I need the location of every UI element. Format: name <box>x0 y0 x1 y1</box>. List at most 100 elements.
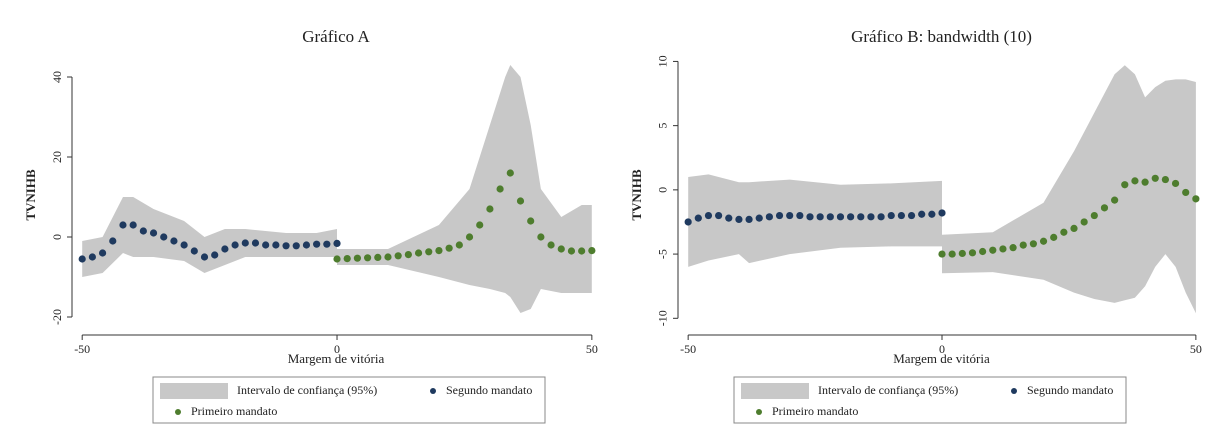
point <box>1161 175 1169 184</box>
confidence-band <box>337 65 592 313</box>
point <box>455 241 463 249</box>
legend-swatch <box>160 383 228 399</box>
point <box>149 229 158 237</box>
point <box>333 239 341 247</box>
point <box>374 253 382 261</box>
point <box>496 185 504 193</box>
point <box>755 214 763 222</box>
point <box>897 211 905 220</box>
confidence-band <box>942 65 1196 314</box>
x-tick-label: -50 <box>680 342 696 356</box>
point <box>1019 241 1027 249</box>
point <box>968 249 977 257</box>
point <box>343 255 351 263</box>
point <box>1070 224 1078 232</box>
point <box>180 241 188 249</box>
legend-label: Segundo mandato <box>1027 383 1113 397</box>
point <box>241 239 249 247</box>
point <box>694 214 702 222</box>
point <box>231 241 239 249</box>
point <box>211 251 219 259</box>
legend-swatch <box>756 409 762 415</box>
point <box>78 255 86 263</box>
point <box>302 241 311 249</box>
point <box>786 211 794 220</box>
point <box>353 254 362 262</box>
point <box>857 213 865 221</box>
point <box>578 247 586 255</box>
x-tick-label: 0 <box>939 342 945 356</box>
point <box>404 251 412 259</box>
point <box>765 213 773 221</box>
y-tick-label: -5 <box>656 249 670 259</box>
point <box>877 213 885 221</box>
y-tick-label: -10 <box>656 310 670 326</box>
point <box>796 211 804 220</box>
legend-label: Segundo mandato <box>446 383 532 397</box>
point <box>394 252 402 260</box>
y-tick-label: 10 <box>656 55 670 67</box>
point <box>938 209 946 217</box>
point <box>1009 244 1017 252</box>
legend-swatch <box>1011 388 1017 394</box>
point <box>1151 174 1159 182</box>
y-axis-title: TVNIHB <box>629 169 644 221</box>
point <box>190 247 198 255</box>
point <box>272 241 280 249</box>
point <box>715 211 723 220</box>
point <box>313 240 321 248</box>
point <box>363 254 372 262</box>
point <box>323 240 331 248</box>
x-tick-label: 50 <box>1190 342 1202 356</box>
point <box>887 211 895 220</box>
legend-swatch <box>430 388 436 394</box>
legend-label: Intervalo de confiança (95%) <box>237 383 377 397</box>
point <box>486 205 494 213</box>
point <box>735 215 743 224</box>
point <box>109 237 117 245</box>
confidence-band <box>82 197 337 277</box>
point <box>836 213 845 221</box>
point <box>1121 181 1129 189</box>
point <box>384 253 392 261</box>
point <box>1182 188 1190 197</box>
point <box>907 211 916 220</box>
point <box>928 210 936 218</box>
point <box>745 215 753 224</box>
point <box>435 247 443 255</box>
point <box>775 211 784 220</box>
x-tick-label: 0 <box>334 342 340 356</box>
point <box>537 233 545 241</box>
point <box>1050 233 1058 241</box>
point <box>684 218 692 226</box>
point <box>1171 179 1180 188</box>
point <box>425 248 433 256</box>
point <box>476 221 484 229</box>
point <box>547 241 555 249</box>
x-tick-label: 50 <box>586 342 598 356</box>
point <box>588 247 596 255</box>
legend-label: Primeiro mandato <box>191 404 277 418</box>
point <box>1090 211 1098 220</box>
point <box>567 247 576 255</box>
legend-swatch <box>175 409 181 415</box>
point <box>282 242 290 250</box>
point <box>333 255 341 263</box>
point <box>948 250 956 258</box>
legend-label: Intervalo de confiança (95%) <box>818 383 958 397</box>
point <box>1029 240 1037 248</box>
point <box>200 253 209 261</box>
point <box>88 253 96 261</box>
point <box>1141 178 1149 186</box>
point <box>847 213 855 221</box>
legend-label: Primeiro mandato <box>772 404 858 418</box>
point <box>806 213 814 221</box>
point <box>251 239 260 247</box>
legend-swatch <box>741 383 809 399</box>
point <box>465 233 474 241</box>
point <box>1131 177 1139 185</box>
point <box>557 245 565 253</box>
legend-box <box>152 376 546 424</box>
y-tick-label: -20 <box>50 309 64 325</box>
point <box>139 227 147 235</box>
